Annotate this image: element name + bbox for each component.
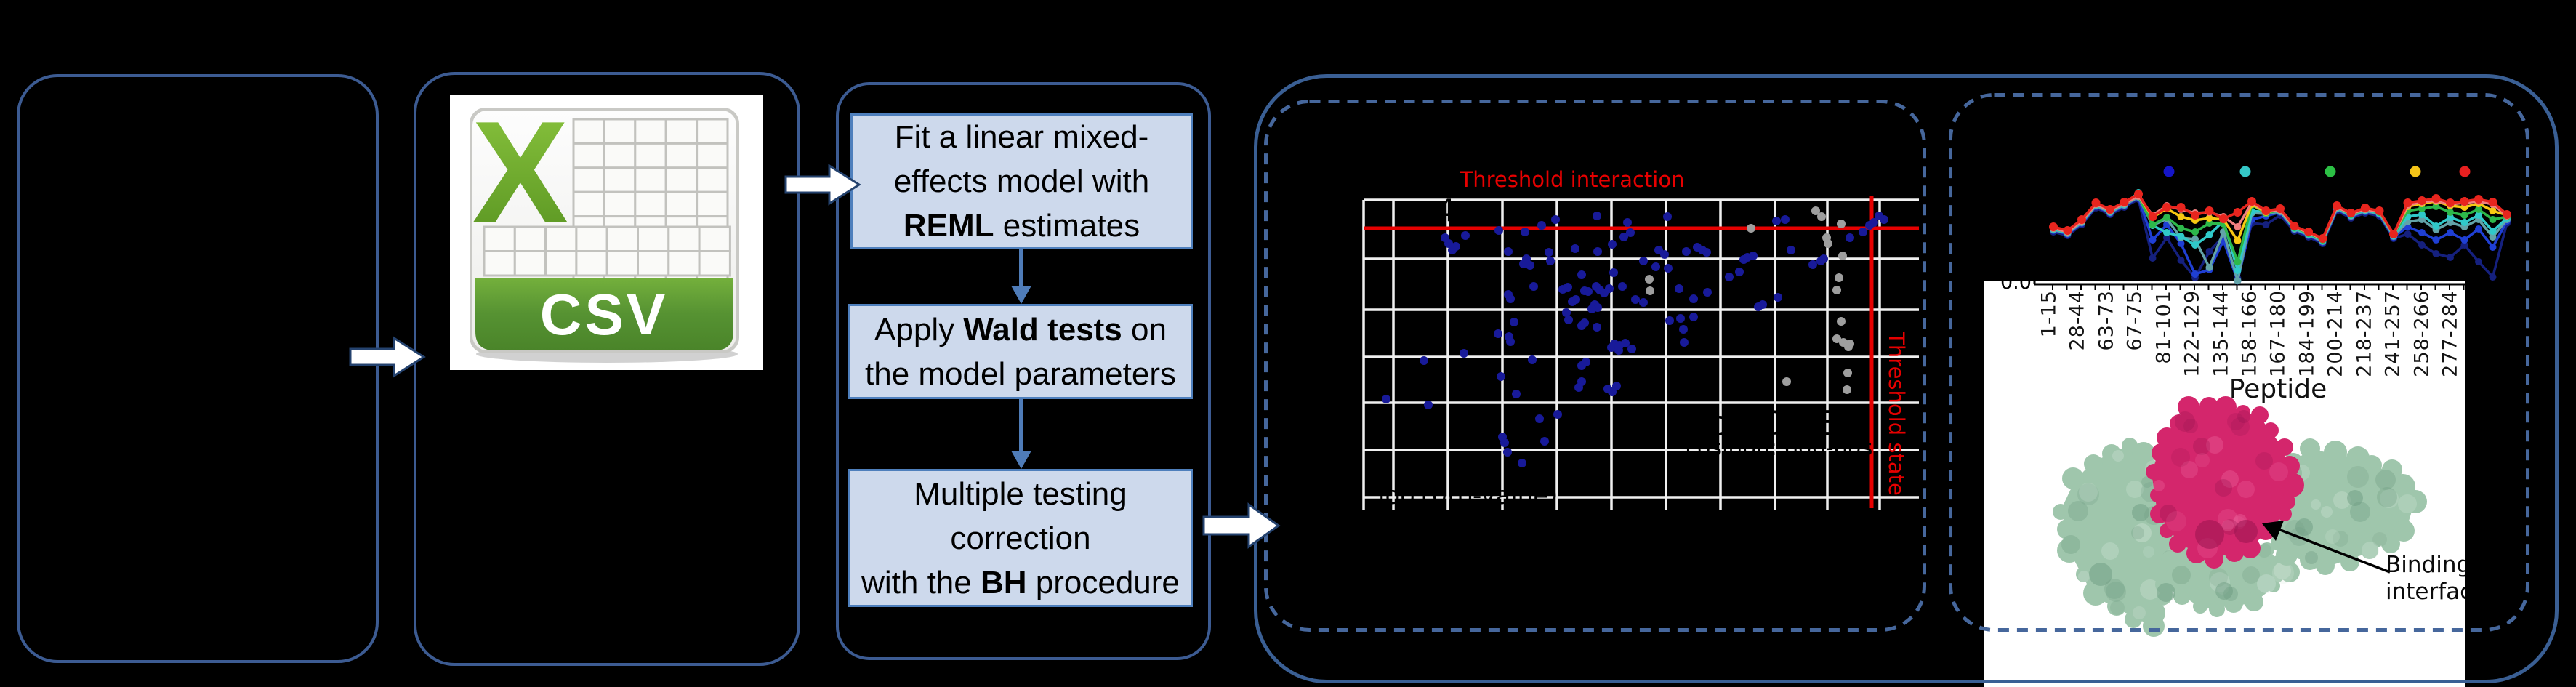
csv-spreadsheet-grid — [483, 118, 731, 291]
csv-file-icon: X CSV — [450, 95, 763, 370]
uptake-ytick-zero: 0.0 — [2000, 271, 2032, 294]
flow-arrow-1-icon — [349, 336, 426, 378]
flow-arrow-2-icon — [784, 164, 861, 206]
csv-label: CSV — [540, 282, 669, 347]
flow-step-line: correction — [950, 520, 1091, 556]
uptake-line-chart: 0.0 — [2000, 166, 2511, 294]
peptide-axis-title: Peptide — [2229, 374, 2327, 404]
binding-annotation-label: Binding interface — [2386, 552, 2465, 605]
svg-text:E: E — [1819, 403, 1840, 443]
flow-step-line: with the BH procedure — [861, 564, 1180, 600]
scatter-panel-box — [1264, 100, 1926, 632]
peptide-panel-box — [1949, 93, 2529, 632]
flow-step-line: Apply Wald tests on — [874, 311, 1167, 347]
flow-step-line: REML estimates — [903, 208, 1140, 244]
flow-step-wald: Apply Wald tests on the model parameters — [848, 304, 1193, 399]
flow-down-arrow-2-icon — [1011, 399, 1031, 469]
flow-step-line: effects model with — [893, 164, 1150, 199]
flow-step-bh: Multiple testing correction with the BH pr… — [848, 469, 1193, 607]
input-stage-box — [17, 74, 379, 663]
scatter-points-significant — [1382, 212, 1888, 467]
uptake-series-red — [2049, 190, 2511, 243]
svg-text:D: D — [1762, 403, 1787, 443]
flow-step-line: Multiple testing — [914, 475, 1127, 512]
stats-stage-box — [836, 82, 1211, 660]
svg-text:4: 4 — [1436, 193, 1456, 228]
svg-text:p: p — [1708, 403, 1729, 443]
flow-step-reml: Fit a linear mixed-effects model with REM… — [850, 113, 1193, 249]
results-outer-box — [1254, 74, 2559, 683]
flow-step-line: Fit a linear mixed- — [894, 119, 1149, 155]
structure-panel: Peptide Binding interface — [1984, 281, 2465, 687]
flow-down-arrow-1-icon — [1011, 249, 1031, 304]
csv-stage-box — [414, 72, 800, 666]
csv-x-letter: X — [472, 95, 568, 254]
threshold-interaction-label: Threshold interaction — [1460, 167, 1685, 192]
timepoint-legend-dots — [2163, 166, 2471, 177]
binding-annotation-arrow-icon — [2262, 521, 2391, 574]
flow-arrow-3-icon — [1202, 502, 1281, 549]
svg-text:log10(p-value): log10(p-value) — [1378, 481, 1558, 510]
svg-text:Position: 600-60s: Position: 600-60s — [1685, 435, 1872, 461]
flow-step-line: the model parameters — [865, 355, 1176, 392]
threshold-state-label: Threshold state — [1884, 331, 1909, 496]
scatter-points-nonsignificant — [1645, 206, 1854, 394]
